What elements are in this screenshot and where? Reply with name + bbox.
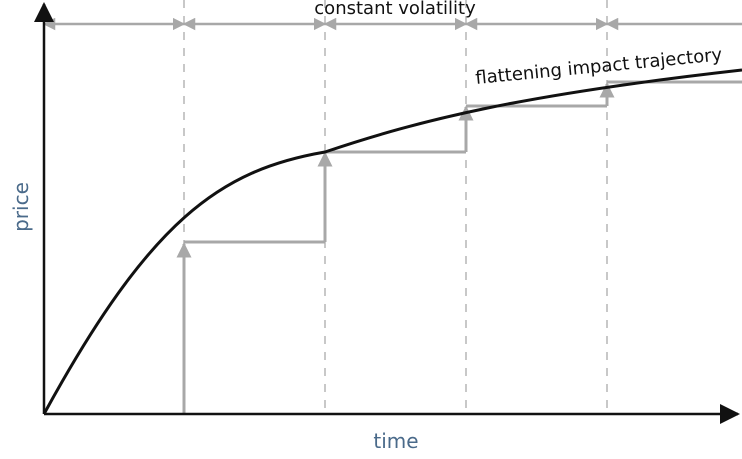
y-axis-label: price	[9, 182, 33, 232]
impact-trajectory-curve	[42, 68, 742, 415]
axes	[34, 2, 740, 424]
impact-steps	[176, 80, 742, 414]
top-annotation: constant volatility	[314, 0, 476, 19]
x-axis-label: time	[373, 429, 418, 453]
dashed-gridlines	[183, 0, 608, 414]
